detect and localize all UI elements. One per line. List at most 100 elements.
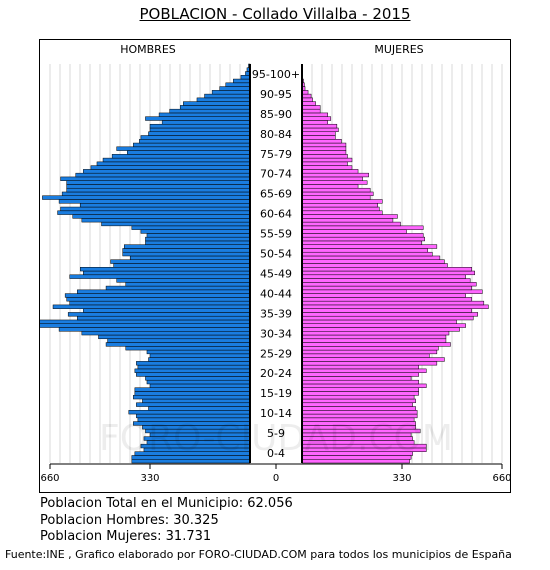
population-pyramid: HOMBRES MUJERES FORO-CIUDAD.COM 0-4 5-9 10… xyxy=(40,43,512,484)
watermark: FORO-CIUDAD.COM xyxy=(99,418,453,459)
female-bar xyxy=(301,410,418,415)
x-tick-label: 0 xyxy=(273,473,279,484)
female-bar xyxy=(301,391,419,396)
male-bar xyxy=(83,270,251,276)
female-bar xyxy=(301,338,447,343)
female-bar xyxy=(301,406,416,411)
female-bar xyxy=(301,323,466,328)
female-bar xyxy=(301,278,471,283)
female-bar xyxy=(301,376,412,381)
male-bar xyxy=(125,346,251,351)
male-bar xyxy=(139,139,251,144)
male-bar xyxy=(233,78,251,84)
male-bar xyxy=(83,308,251,313)
age-group-label: 55-59 xyxy=(260,228,292,241)
female-bar xyxy=(301,150,347,155)
male-bar xyxy=(137,364,251,370)
female-bar xyxy=(301,357,445,362)
x-tick-label: 330 xyxy=(140,473,159,484)
male-bar xyxy=(61,191,251,196)
female-bar xyxy=(301,327,460,332)
male-bar xyxy=(149,123,251,129)
female-bar xyxy=(301,233,424,238)
female-bar xyxy=(301,297,472,302)
female-bar xyxy=(301,135,336,140)
female-bar xyxy=(301,300,485,306)
female-bar xyxy=(301,312,479,317)
female-bar xyxy=(301,142,347,148)
male-bar xyxy=(133,142,251,148)
age-group-label: 25-29 xyxy=(260,347,292,360)
female-bar xyxy=(301,206,380,212)
age-group-label: 15-19 xyxy=(260,387,292,400)
male-label: HOMBRES xyxy=(120,43,176,56)
age-group-label: 90-95 xyxy=(260,88,292,101)
female-bar xyxy=(301,105,321,110)
female-bar xyxy=(301,154,348,159)
male-bar xyxy=(134,387,251,392)
female-bar xyxy=(301,319,457,324)
male-bar xyxy=(140,135,251,140)
female-bar xyxy=(301,270,475,276)
female-bar xyxy=(301,248,429,253)
female-bar xyxy=(301,304,489,309)
male-bar xyxy=(133,394,251,400)
female-bar xyxy=(301,225,424,230)
female-bar xyxy=(301,349,438,355)
female-bar xyxy=(301,244,438,249)
male-bar xyxy=(66,297,251,302)
age-group-label: 70-74 xyxy=(260,168,292,181)
male-bar xyxy=(58,199,251,204)
male-bar xyxy=(67,312,251,317)
age-group-label: 65-69 xyxy=(260,188,292,201)
male-bar xyxy=(145,236,251,242)
age-group-label: 95-100+ xyxy=(252,68,300,81)
female-bar xyxy=(301,97,313,102)
female-bar xyxy=(301,123,338,129)
female-bar xyxy=(301,146,347,151)
male-bar xyxy=(98,334,251,340)
female-bar xyxy=(301,131,336,136)
female-bar xyxy=(301,176,363,181)
male-bar xyxy=(131,225,251,230)
female-bar xyxy=(301,334,447,340)
female-bar xyxy=(301,191,374,196)
female-bar xyxy=(301,353,430,358)
male-bar xyxy=(96,161,251,166)
female-bar xyxy=(301,161,348,166)
female-bar xyxy=(301,398,416,404)
female-bar xyxy=(301,263,448,268)
male-bar xyxy=(148,406,251,411)
male-bar xyxy=(145,240,251,245)
male-bar xyxy=(66,184,251,189)
male-bar xyxy=(40,319,251,324)
female-bar xyxy=(301,394,415,400)
male-bar xyxy=(40,323,251,328)
female-bar xyxy=(301,383,427,388)
female-bar xyxy=(301,108,321,114)
female-bar xyxy=(301,112,329,117)
male-bar xyxy=(148,131,251,136)
female-bar xyxy=(301,259,445,264)
female-bar xyxy=(301,229,407,234)
male-bar xyxy=(130,255,251,260)
chart-frame: HOMBRES MUJERES FORO-CIUDAD.COM 0-4 5-9 10… xyxy=(39,39,512,493)
female-bar xyxy=(301,255,441,260)
female-bar xyxy=(301,127,339,133)
male-bar xyxy=(140,229,251,234)
age-group-label: 20-24 xyxy=(260,367,292,380)
age-group-label: 60-64 xyxy=(260,208,292,221)
male-bar xyxy=(183,101,251,106)
age-group-label: 45-49 xyxy=(260,267,292,280)
x-axis-ticks: 660 330 0 330 660 xyxy=(40,464,512,484)
female-bar xyxy=(301,184,359,189)
male-bar xyxy=(60,206,251,212)
male-bar xyxy=(66,187,251,193)
x-tick-label: 330 xyxy=(392,473,411,484)
age-group-label: 35-39 xyxy=(260,307,292,320)
male-bar xyxy=(146,379,251,385)
male-bar xyxy=(75,172,251,178)
male-bar xyxy=(111,154,251,159)
male-bar xyxy=(105,342,251,347)
male-bar xyxy=(131,458,251,464)
